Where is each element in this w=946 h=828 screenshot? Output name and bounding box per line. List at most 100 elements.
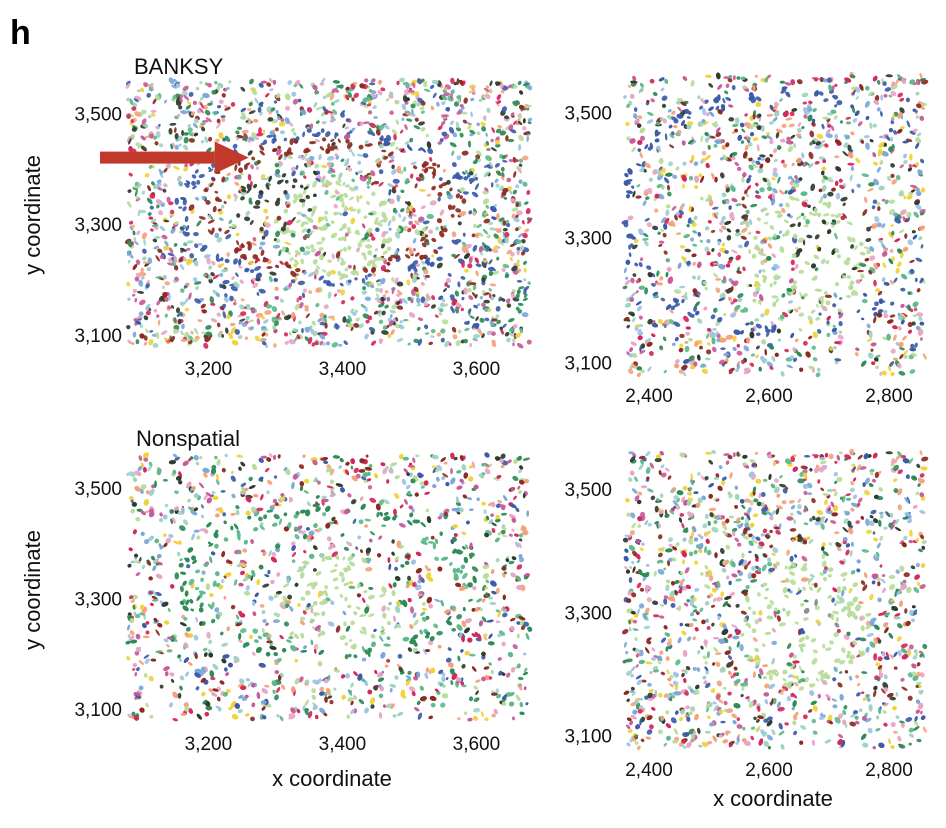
- cell-point: [518, 179, 523, 184]
- cell-point: [229, 322, 236, 327]
- cell-point: [835, 282, 840, 287]
- cell-point: [692, 275, 696, 280]
- cell-point: [848, 285, 854, 291]
- cell-point: [832, 303, 837, 308]
- cell-point: [158, 210, 164, 216]
- cell-point: [184, 215, 189, 223]
- cell-point: [903, 195, 907, 200]
- cell-point: [327, 143, 331, 149]
- cell-point: [784, 348, 789, 353]
- cell-point: [455, 340, 461, 347]
- cell-point: [815, 317, 820, 321]
- cell-point: [391, 304, 398, 310]
- cell-point: [780, 138, 786, 143]
- cell-point: [787, 300, 794, 304]
- cell-point: [127, 259, 131, 264]
- cell-point: [402, 95, 408, 103]
- cell-point: [447, 204, 453, 211]
- cell-point: [630, 341, 637, 346]
- cell-point: [375, 227, 380, 233]
- y-tick-label: 3,100: [564, 354, 612, 375]
- cell-point: [887, 319, 894, 324]
- cell-point: [434, 314, 439, 318]
- cell-point: [778, 189, 785, 195]
- cell-point: [632, 273, 637, 277]
- cell-point: [324, 210, 329, 215]
- cell-point: [713, 143, 718, 148]
- cell-point: [812, 108, 817, 113]
- cell-point: [701, 150, 707, 156]
- cell-point: [898, 370, 906, 376]
- cell-point: [316, 241, 323, 245]
- cell-point: [219, 272, 224, 277]
- cell-point: [725, 334, 734, 340]
- cell-point: [233, 258, 238, 265]
- cell-point: [522, 118, 526, 124]
- cell-point: [822, 213, 830, 217]
- cell-point: [669, 144, 675, 149]
- cell-point: [180, 109, 188, 115]
- cell-point: [273, 277, 278, 282]
- cell-point: [745, 209, 750, 215]
- cell-point: [773, 158, 778, 162]
- cell-point: [338, 343, 343, 347]
- cell-point: [168, 77, 175, 85]
- cell-point: [649, 78, 655, 84]
- cell-point: [665, 258, 670, 263]
- cell-point: [299, 184, 304, 189]
- x-tick-label: 3,600: [453, 359, 501, 380]
- cell-point: [467, 263, 473, 269]
- cell-point: [180, 338, 187, 342]
- cell-point: [679, 285, 686, 289]
- cell-point: [882, 262, 887, 268]
- cell-point: [732, 75, 736, 81]
- cell-point: [869, 139, 874, 143]
- cell-point: [463, 338, 469, 344]
- cell-point: [173, 242, 178, 247]
- cell-point: [182, 144, 189, 151]
- cell-point: [169, 122, 177, 126]
- cell-point: [643, 240, 649, 247]
- cell-point: [890, 372, 895, 376]
- arrow-head: [214, 141, 249, 174]
- cell-point: [420, 110, 425, 114]
- cell-point: [902, 246, 909, 252]
- cell-point: [320, 128, 325, 133]
- cell-point: [735, 254, 741, 261]
- cell-point: [878, 185, 885, 191]
- cell-point: [284, 105, 290, 111]
- cell-point: [362, 153, 369, 158]
- cell-point: [489, 227, 497, 231]
- cell-point: [357, 208, 361, 214]
- cell-point: [231, 340, 239, 346]
- cell-point: [382, 325, 387, 330]
- cell-point: [765, 212, 770, 216]
- cell-point: [144, 173, 150, 178]
- cell-point: [201, 570, 206, 575]
- cell-point: [626, 190, 633, 194]
- cell-point: [622, 285, 628, 290]
- cell-point: [396, 80, 400, 86]
- cell-point: [513, 217, 520, 223]
- cell-point: [441, 94, 448, 101]
- cell-point: [367, 110, 373, 115]
- cell-point: [436, 101, 440, 107]
- y-tick-label: 3,100: [74, 326, 122, 347]
- cell-point: [839, 120, 844, 124]
- cell-point: [474, 183, 480, 191]
- cell-point: [502, 227, 508, 232]
- cell-point: [725, 96, 732, 102]
- cell-point: [728, 104, 734, 108]
- cell-point: [319, 340, 324, 346]
- cell-point: [443, 227, 448, 233]
- cell-point: [897, 326, 902, 331]
- cell-point: [343, 247, 347, 252]
- cell-point: [226, 252, 230, 257]
- cell-point: [741, 203, 747, 209]
- cell-point: [441, 101, 446, 106]
- cell-point: [815, 372, 821, 378]
- cell-point: [631, 146, 636, 153]
- scatter-points: [125, 452, 533, 722]
- cell-point: [758, 269, 762, 274]
